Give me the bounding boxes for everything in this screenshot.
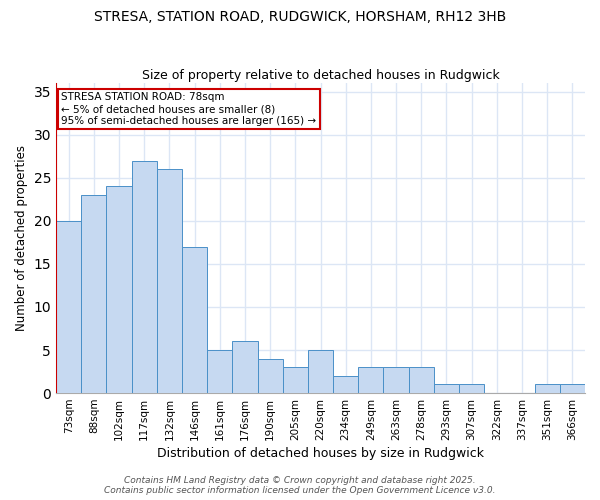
- Bar: [207, 350, 232, 393]
- Text: STRESA STATION ROAD: 78sqm
← 5% of detached houses are smaller (8)
95% of semi-d: STRESA STATION ROAD: 78sqm ← 5% of detac…: [61, 92, 316, 126]
- Bar: [182, 246, 207, 393]
- Bar: [434, 384, 459, 393]
- Bar: [283, 367, 308, 393]
- Bar: [81, 195, 106, 393]
- Bar: [56, 221, 81, 393]
- Bar: [383, 367, 409, 393]
- Bar: [459, 384, 484, 393]
- Bar: [131, 160, 157, 393]
- Bar: [358, 367, 383, 393]
- Text: Contains HM Land Registry data © Crown copyright and database right 2025.
Contai: Contains HM Land Registry data © Crown c…: [104, 476, 496, 495]
- Bar: [560, 384, 585, 393]
- Bar: [257, 358, 283, 393]
- Bar: [333, 376, 358, 393]
- Text: STRESA, STATION ROAD, RUDGWICK, HORSHAM, RH12 3HB: STRESA, STATION ROAD, RUDGWICK, HORSHAM,…: [94, 10, 506, 24]
- Bar: [308, 350, 333, 393]
- Bar: [106, 186, 131, 393]
- Bar: [157, 170, 182, 393]
- X-axis label: Distribution of detached houses by size in Rudgwick: Distribution of detached houses by size …: [157, 447, 484, 460]
- Bar: [409, 367, 434, 393]
- Title: Size of property relative to detached houses in Rudgwick: Size of property relative to detached ho…: [142, 69, 499, 82]
- Bar: [535, 384, 560, 393]
- Bar: [232, 342, 257, 393]
- Y-axis label: Number of detached properties: Number of detached properties: [15, 145, 28, 331]
